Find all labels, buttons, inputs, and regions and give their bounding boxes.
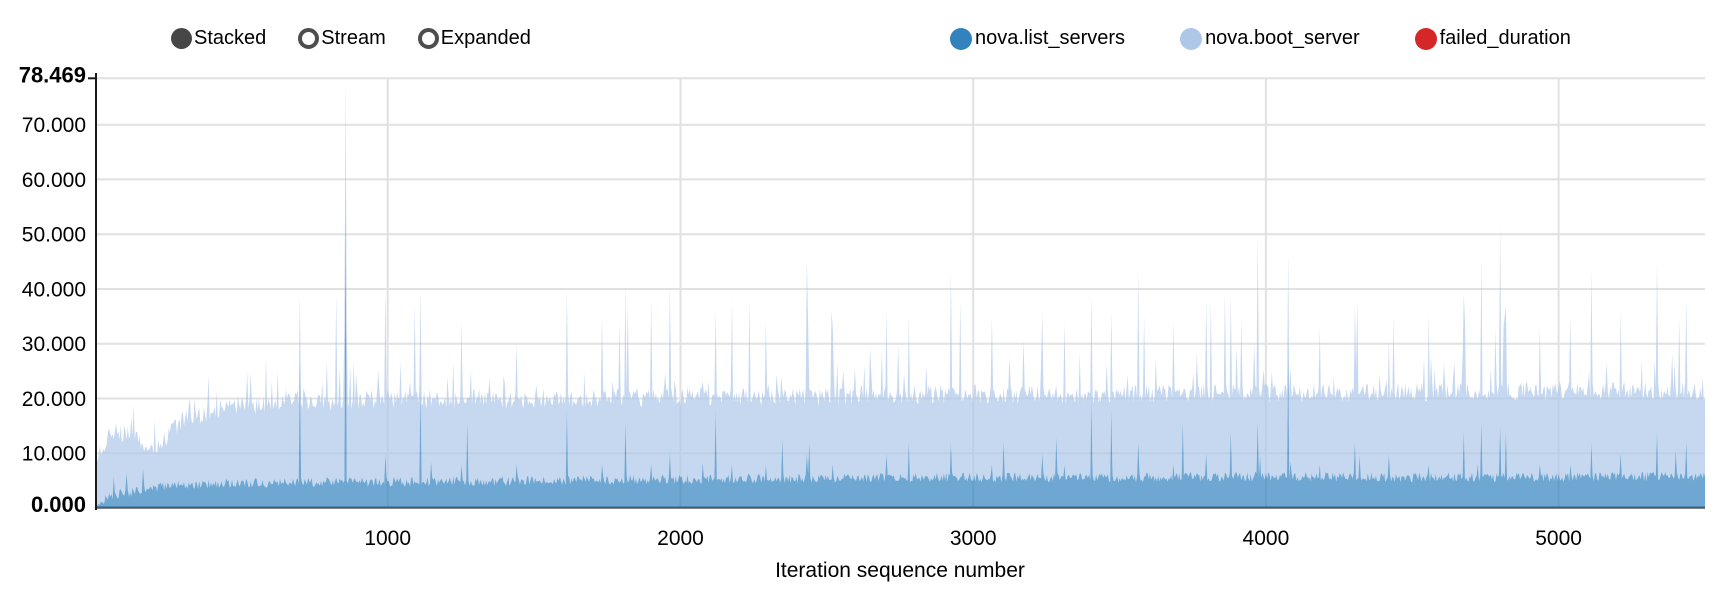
x-tick-label: 3000	[950, 527, 997, 550]
y-tick-label: 50.000	[22, 224, 86, 247]
legend-label: failed_duration	[1439, 27, 1571, 49]
legend-label: nova.list_servers	[975, 27, 1126, 49]
y-tick-label: 20.000	[22, 388, 86, 411]
series-dot-icon	[950, 27, 972, 50]
area-nova-boot-server[interactable]	[95, 78, 1705, 506]
stack-mode-stacked[interactable]: Stacked	[171, 27, 266, 50]
y-tick-label: 70.000	[22, 114, 86, 137]
radio-unselected-icon[interactable]	[417, 28, 439, 49]
legend-item-nova-list-servers[interactable]: nova.list_servers	[950, 27, 1125, 50]
legend-item-failed-duration[interactable]: failed_duration	[1414, 27, 1571, 50]
x-tick-label: 1000	[364, 527, 411, 550]
legend-item-nova-boot-server[interactable]: nova.boot_server	[1180, 27, 1360, 50]
x-tick-label: 2000	[657, 527, 704, 550]
x-tick-label: 5000	[1535, 527, 1582, 550]
chart-header: Stacked Stream Expanded nova.list_server…	[0, 27, 1728, 57]
y-tick-label: 60.000	[22, 169, 86, 192]
y-tick-label: 78.469	[19, 62, 86, 87]
series-legend: nova.list_servers nova.boot_server faile…	[950, 27, 1571, 50]
series-dot-icon	[1414, 27, 1437, 50]
y-tick-label: 0.000	[31, 492, 86, 517]
stack-mode-label: Expanded	[440, 27, 531, 49]
y-tick-label: 40.000	[22, 279, 86, 302]
stack-mode-controls: Stacked Stream Expanded	[171, 27, 531, 50]
radio-unselected-icon[interactable]	[298, 28, 320, 49]
y-tick-label: 30.000	[22, 333, 86, 356]
x-axis-title: Iteration sequence number	[775, 559, 1025, 582]
legend-label: nova.boot_server	[1205, 27, 1360, 49]
stack-mode-stream[interactable]: Stream	[298, 27, 386, 50]
radio-selected-icon[interactable]	[171, 28, 192, 49]
stack-mode-label: Stacked	[194, 27, 267, 49]
series-dot-icon	[1180, 27, 1203, 50]
x-tick-label: 4000	[1243, 527, 1290, 550]
stack-mode-expanded[interactable]: Expanded	[417, 27, 531, 50]
stack-mode-label: Stream	[321, 27, 386, 49]
y-tick-label: 10.000	[22, 443, 86, 466]
